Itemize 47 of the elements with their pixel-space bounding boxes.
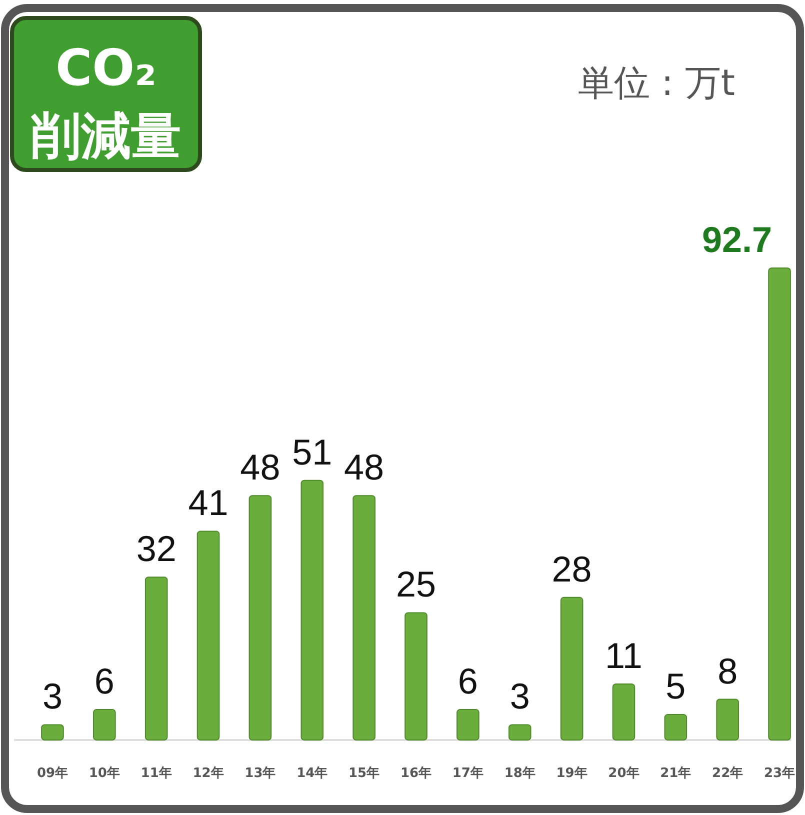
x-tick-label: 16年 [400,766,432,781]
data-label: 3 [510,676,530,717]
data-label: 51 [292,431,332,472]
chart-subtitle: 単位 : 万t [578,63,735,104]
x-tick-label: 11年 [140,766,172,781]
x-tick-label: 17年 [452,766,484,781]
x-tick-label: 12年 [192,766,224,781]
bar [248,495,272,740]
x-tick-label: 21年 [660,766,692,781]
bar [144,576,168,740]
chart-title: CO₂ 削減量 [30,39,181,165]
data-label: 92.7 [702,219,772,260]
data-label: 32 [136,528,176,570]
x-tick-label: 19年 [556,766,588,781]
data-label: 6 [458,660,478,702]
bar [93,708,116,740]
data-label: 5 [666,666,686,707]
bar [41,724,64,740]
data-label: 25 [396,564,436,605]
x-tick-label: 18年 [504,766,536,781]
x-tick-label: 22年 [712,766,744,781]
x-tick-label: 23年 [764,766,796,781]
x-tick-label: 09年 [36,766,68,781]
bar [560,596,584,740]
x-tick-label: 14年 [296,766,328,781]
bar [612,683,636,740]
data-label: 11 [605,634,642,676]
data-label: 48 [240,446,280,488]
data-label: 41 [188,482,228,524]
data-label: 48 [344,446,384,488]
x-tick-label: 13年 [244,766,276,781]
x-tick-label: 20年 [608,766,640,781]
bar [508,724,532,740]
bar [196,530,220,740]
data-label: 8 [718,650,738,692]
bar [716,698,739,740]
data-label: 3 [42,676,62,717]
x-tick-label: 10年 [88,766,120,781]
bar [352,495,376,740]
bar [664,714,688,740]
bar [456,708,480,740]
data-label: 6 [94,660,114,702]
bar [404,612,428,740]
data-label: 28 [552,548,592,590]
bar [300,480,324,740]
x-tick-label: 15年 [348,766,380,781]
bar [768,268,791,740]
